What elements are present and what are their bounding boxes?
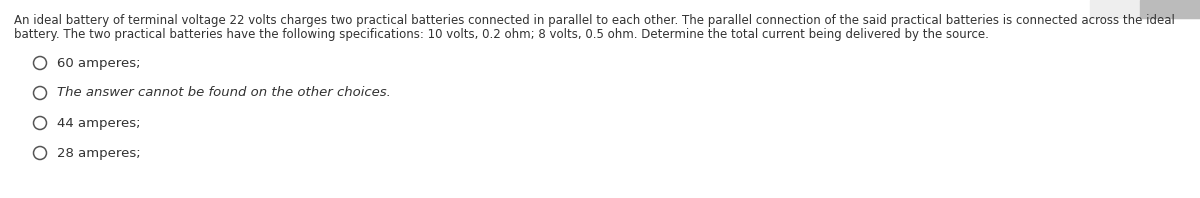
Text: 44 amperes;: 44 amperes; [58,116,140,129]
Bar [1140,0,1200,18]
Text: An ideal battery of terminal voltage 22 volts charges two practical batteries co: An ideal battery of terminal voltage 22 … [14,14,1175,27]
Bar [1090,0,1200,18]
Text: battery. The two practical batteries have the following specifications: 10 volts: battery. The two practical batteries hav… [14,28,989,41]
Text: The answer cannot be found on the other choices.: The answer cannot be found on the other … [58,87,391,100]
Text: 60 amperes;: 60 amperes; [58,56,140,69]
Text: 28 amperes;: 28 amperes; [58,147,140,160]
